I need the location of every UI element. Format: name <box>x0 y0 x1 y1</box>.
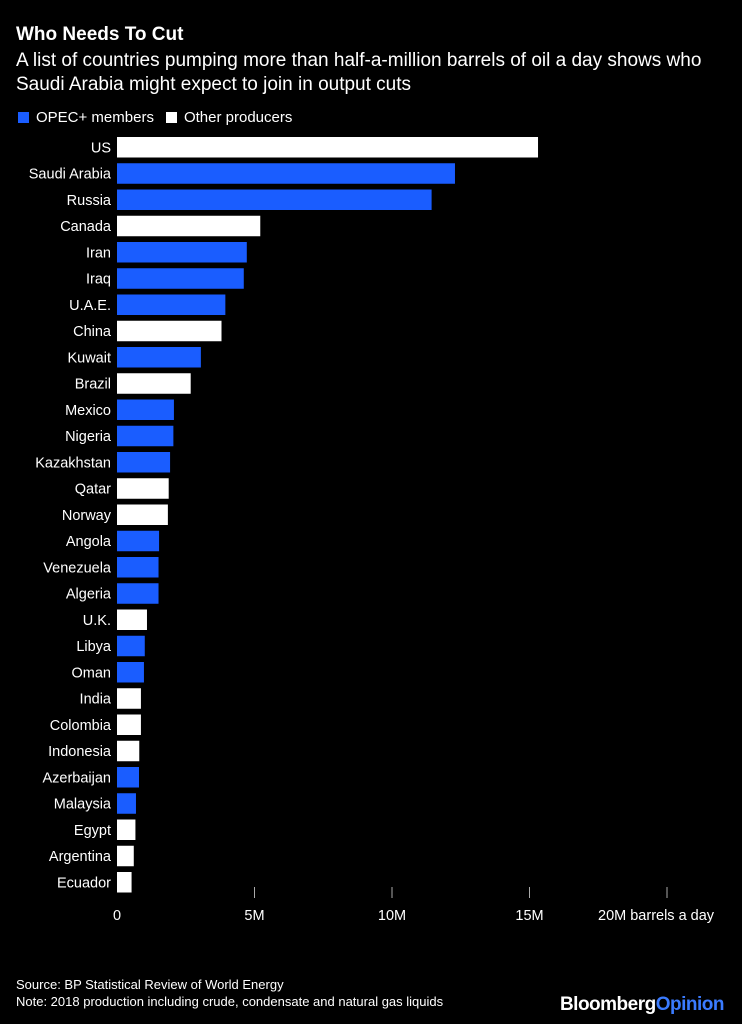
chart-subtitle: A list of countries pumping more than ha… <box>16 50 702 95</box>
bar-angola <box>117 530 160 552</box>
chart-title: Who Needs To Cut <box>16 24 184 45</box>
bar-iran <box>117 242 247 263</box>
bar-chart: US Saudi Arabia Russia Canada Iran Iraq U.A.E.… <box>29 137 715 924</box>
category-label-argentina: Argentina <box>49 849 112 865</box>
bar-norway <box>117 504 168 525</box>
bar-oman <box>117 662 144 683</box>
category-label-u-k: U.K. <box>83 613 111 629</box>
bar-kuwait <box>117 347 201 368</box>
category-label-brazil: Brazil <box>75 377 111 393</box>
category-label-china: China <box>73 324 112 340</box>
bar-kazakhstan <box>117 452 171 473</box>
bar-azerbaijan <box>117 767 139 788</box>
category-label-u-a-e: U.A.E. <box>69 298 111 314</box>
category-label-libya: Libya <box>76 639 112 655</box>
category-label-saudi-arabia: Saudi Arabia <box>29 167 112 183</box>
x-tick-label: 10M <box>378 908 406 924</box>
bar-egypt <box>117 819 136 840</box>
category-label-qatar: Qatar <box>75 482 111 498</box>
category-label-nigeria: Nigeria <box>65 429 112 445</box>
bar-nigeria <box>117 425 174 447</box>
bar-brazil <box>117 373 191 394</box>
category-label-mexico: Mexico <box>65 403 111 419</box>
legend: OPEC+ members Other producers <box>18 109 304 126</box>
category-label-kuwait: Kuwait <box>67 350 111 366</box>
bar-venezuela <box>117 557 159 578</box>
x-tick-label: 15M <box>515 908 543 924</box>
bar-indonesia <box>117 740 140 762</box>
x-tick-label: 0 <box>113 908 121 924</box>
bar-india <box>117 688 141 709</box>
category-label-angola: Angola <box>66 534 112 550</box>
category-label-ecuador: Ecuador <box>57 875 111 891</box>
bar-u-k <box>117 609 147 630</box>
category-label-norway: Norway <box>62 508 112 524</box>
source-note: Source: BP Statistical Review of World E… <box>16 977 284 992</box>
bar-ecuador <box>117 872 132 893</box>
brand-opinion: Opinion <box>655 994 725 1015</box>
bar-libya <box>117 635 145 657</box>
bar-malaysia <box>117 793 136 814</box>
category-label-malaysia: Malaysia <box>54 797 112 813</box>
x-tick-label: 20M barrels a day <box>598 908 715 924</box>
category-label-oman: Oman <box>72 665 112 681</box>
legend-swatch-opec <box>18 112 29 123</box>
footer: Source: BP Statistical Review of World E… <box>16 976 443 1010</box>
bar-iraq <box>117 268 244 289</box>
bar-canada <box>117 215 261 237</box>
category-label-azerbaijan: Azerbaijan <box>42 770 111 786</box>
bar-qatar <box>117 478 169 499</box>
category-label-venezuela: Venezuela <box>43 560 112 576</box>
bar-russia <box>117 189 432 210</box>
category-label-indonesia: Indonesia <box>48 744 112 760</box>
bar-china <box>117 320 222 342</box>
legend-swatch-other <box>165 112 177 123</box>
data-note: Note: 2018 production including crude, c… <box>16 994 444 1009</box>
category-label-iran: Iran <box>86 245 111 261</box>
category-label-egypt: Egypt <box>74 823 111 839</box>
category-label-colombia: Colombia <box>50 718 112 734</box>
legend-label-opec: OPEC+ members <box>36 109 154 126</box>
bar-argentina <box>117 845 134 867</box>
brand-bloomberg: Bloomberg <box>559 994 656 1015</box>
category-label-india: India <box>80 692 112 708</box>
category-label-kazakhstan: Kazakhstan <box>35 455 111 471</box>
legend-label-other: Other producers <box>183 109 293 126</box>
bar-u-a-e <box>117 294 226 315</box>
bar-mexico <box>117 399 174 420</box>
bar-saudi-arabia <box>117 163 455 184</box>
category-label-russia: Russia <box>67 193 112 209</box>
category-label-iraq: Iraq <box>86 272 111 288</box>
bloomberg-opinion-logo: BloombergOpinion <box>559 994 725 1016</box>
bar-colombia <box>117 714 141 735</box>
category-label-canada: Canada <box>60 219 112 235</box>
legend-item-other: Other producers <box>165 109 293 126</box>
x-tick-label: 5M <box>244 908 264 924</box>
legend-item-opec: OPEC+ members <box>18 109 154 126</box>
category-label-us: US <box>91 140 111 156</box>
category-label-algeria: Algeria <box>66 587 112 603</box>
bar-us <box>117 137 539 158</box>
bar-algeria <box>117 583 159 604</box>
